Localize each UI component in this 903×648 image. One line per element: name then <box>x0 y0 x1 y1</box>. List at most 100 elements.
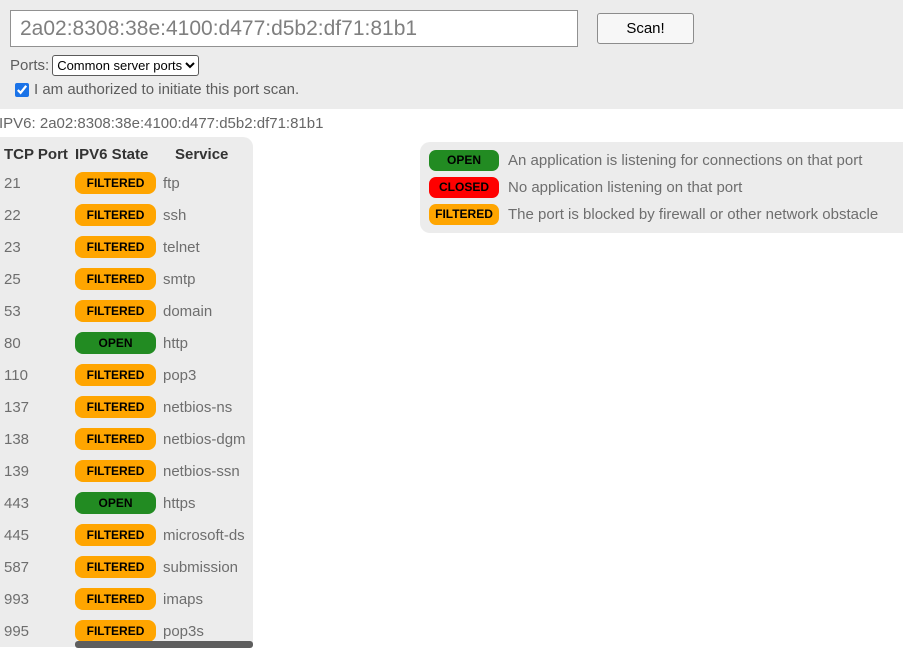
state-cell: FILTERED <box>75 359 163 391</box>
legend-item: FILTERED The port is blocked by firewall … <box>429 204 903 225</box>
legend-state-badge: FILTERED <box>429 204 499 225</box>
table-row: 587 FILTERED submission <box>4 551 253 583</box>
port-cell: 23 <box>4 238 21 256</box>
scan-button[interactable]: Scan! <box>597 13 694 44</box>
port-cell: 139 <box>4 462 30 480</box>
col-header-ipv6-state: IPV6 State <box>75 145 149 163</box>
state-cell: FILTERED <box>75 519 163 551</box>
ports-row: Ports: Common server ports <box>10 55 893 76</box>
table-row: 25 FILTERED smtp <box>4 263 253 295</box>
state-badge: FILTERED <box>75 268 156 290</box>
legend-state-badge: CLOSED <box>429 177 499 198</box>
state-badge: FILTERED <box>75 428 156 450</box>
state-cell: FILTERED <box>75 231 163 263</box>
port-cell: 80 <box>4 334 21 352</box>
port-cell: 445 <box>4 526 30 544</box>
ip-address-input[interactable] <box>10 10 578 47</box>
results-panel: TCP Port IPV6 State Service 21 FILTERED ft… <box>0 137 253 647</box>
authorization-row: I am authorized to initiate this port sc… <box>10 81 893 98</box>
ports-select[interactable]: Common server ports <box>52 55 200 76</box>
table-row: 993 FILTERED imaps <box>4 583 253 615</box>
table-row: 445 FILTERED microsoft-ds <box>4 519 253 551</box>
state-cell: FILTERED <box>75 583 163 615</box>
service-cell: netbios-dgm <box>163 430 246 448</box>
main-content: TCP Port IPV6 State Service 21 FILTERED ft… <box>0 137 903 647</box>
state-cell: FILTERED <box>75 455 163 487</box>
state-cell: FILTERED <box>75 295 163 327</box>
state-cell: FILTERED <box>75 199 163 231</box>
service-cell: ssh <box>163 206 187 224</box>
col-header-service: Service <box>175 145 229 163</box>
table-row: 80 OPEN http <box>4 327 253 359</box>
state-badge: FILTERED <box>75 364 156 386</box>
port-cell: 21 <box>4 174 21 192</box>
table-row: 995 FILTERED pop3s <box>4 615 253 647</box>
port-cell: 587 <box>4 558 30 576</box>
state-badge: FILTERED <box>75 588 156 610</box>
table-row: 139 FILTERED netbios-ssn <box>4 455 253 487</box>
service-cell: pop3s <box>163 622 204 640</box>
col-header-tcp-port: TCP Port <box>4 145 68 163</box>
state-cell: OPEN <box>75 327 163 359</box>
service-cell: ftp <box>163 174 180 192</box>
port-cell: 443 <box>4 494 30 512</box>
authorized-checkbox[interactable] <box>15 82 29 97</box>
state-badge: FILTERED <box>75 556 156 578</box>
service-cell: http <box>163 334 189 352</box>
service-cell: imaps <box>163 590 204 608</box>
port-cell: 995 <box>4 622 30 640</box>
state-badge: FILTERED <box>75 172 156 194</box>
service-cell: telnet <box>163 238 200 256</box>
table-row: 137 FILTERED netbios-ns <box>4 391 253 423</box>
port-cell: 53 <box>4 302 21 320</box>
results-rows: 21 FILTERED ftp 22 FILTERED ssh 23 FILTERED teln… <box>4 167 253 647</box>
table-row: 21 FILTERED ftp <box>4 167 253 199</box>
table-row: 53 FILTERED domain <box>4 295 253 327</box>
state-badge: FILTERED <box>75 236 156 258</box>
service-cell: microsoft-ds <box>163 526 245 544</box>
state-badge: FILTERED <box>75 524 156 546</box>
service-cell: smtp <box>163 270 196 288</box>
state-cell: FILTERED <box>75 423 163 455</box>
service-cell: netbios-ssn <box>163 462 240 480</box>
state-badge: FILTERED <box>75 460 156 482</box>
state-badge: FILTERED <box>75 396 156 418</box>
legend-item: CLOSED No application listening on that p… <box>429 177 903 198</box>
service-cell: domain <box>163 302 213 320</box>
result-ip-heading: IPV6: 2a02:8308:38e:4100:d477:d5b2:df71:… <box>0 115 324 132</box>
port-cell: 137 <box>4 398 30 416</box>
port-cell: 110 <box>4 366 28 384</box>
table-row: 110 FILTERED pop3 <box>4 359 253 391</box>
legend-state-badge: OPEN <box>429 150 499 171</box>
ports-label: Ports: <box>10 57 50 74</box>
state-cell: FILTERED <box>75 551 163 583</box>
state-cell: FILTERED <box>75 167 163 199</box>
scan-input-row: Scan! <box>10 10 893 47</box>
legend-description: No application listening on that port <box>508 179 743 196</box>
state-cell: FILTERED <box>75 263 163 295</box>
state-badge: FILTERED <box>75 300 156 322</box>
service-cell: pop3 <box>163 366 197 384</box>
port-cell: 993 <box>4 590 30 608</box>
legend-description: An application is listening for connecti… <box>508 152 863 169</box>
state-cell: FILTERED <box>75 615 163 647</box>
service-cell: submission <box>163 558 239 576</box>
port-cell: 22 <box>4 206 21 224</box>
legend-panel: OPEN An application is listening for conn… <box>420 142 903 233</box>
state-badge: OPEN <box>75 492 156 514</box>
state-cell: OPEN <box>75 487 163 519</box>
legend-item: OPEN An application is listening for conn… <box>429 150 903 171</box>
table-row: 443 OPEN https <box>4 487 253 519</box>
service-cell: netbios-ns <box>163 398 233 416</box>
service-cell: https <box>163 494 196 512</box>
table-header-row: TCP Port IPV6 State Service <box>4 141 253 167</box>
state-badge: OPEN <box>75 332 156 354</box>
authorized-label: I am authorized to initiate this port sc… <box>34 81 300 98</box>
table-row: 138 FILTERED netbios-dgm <box>4 423 253 455</box>
state-badge: FILTERED <box>75 204 156 226</box>
scan-form: Scan! Ports: Common server ports I am au… <box>0 0 903 109</box>
table-row: 22 FILTERED ssh <box>4 199 253 231</box>
port-cell: 138 <box>4 430 30 448</box>
state-cell: FILTERED <box>75 391 163 423</box>
results-table: TCP Port IPV6 State Service 21 FILTERED ft… <box>4 141 253 647</box>
